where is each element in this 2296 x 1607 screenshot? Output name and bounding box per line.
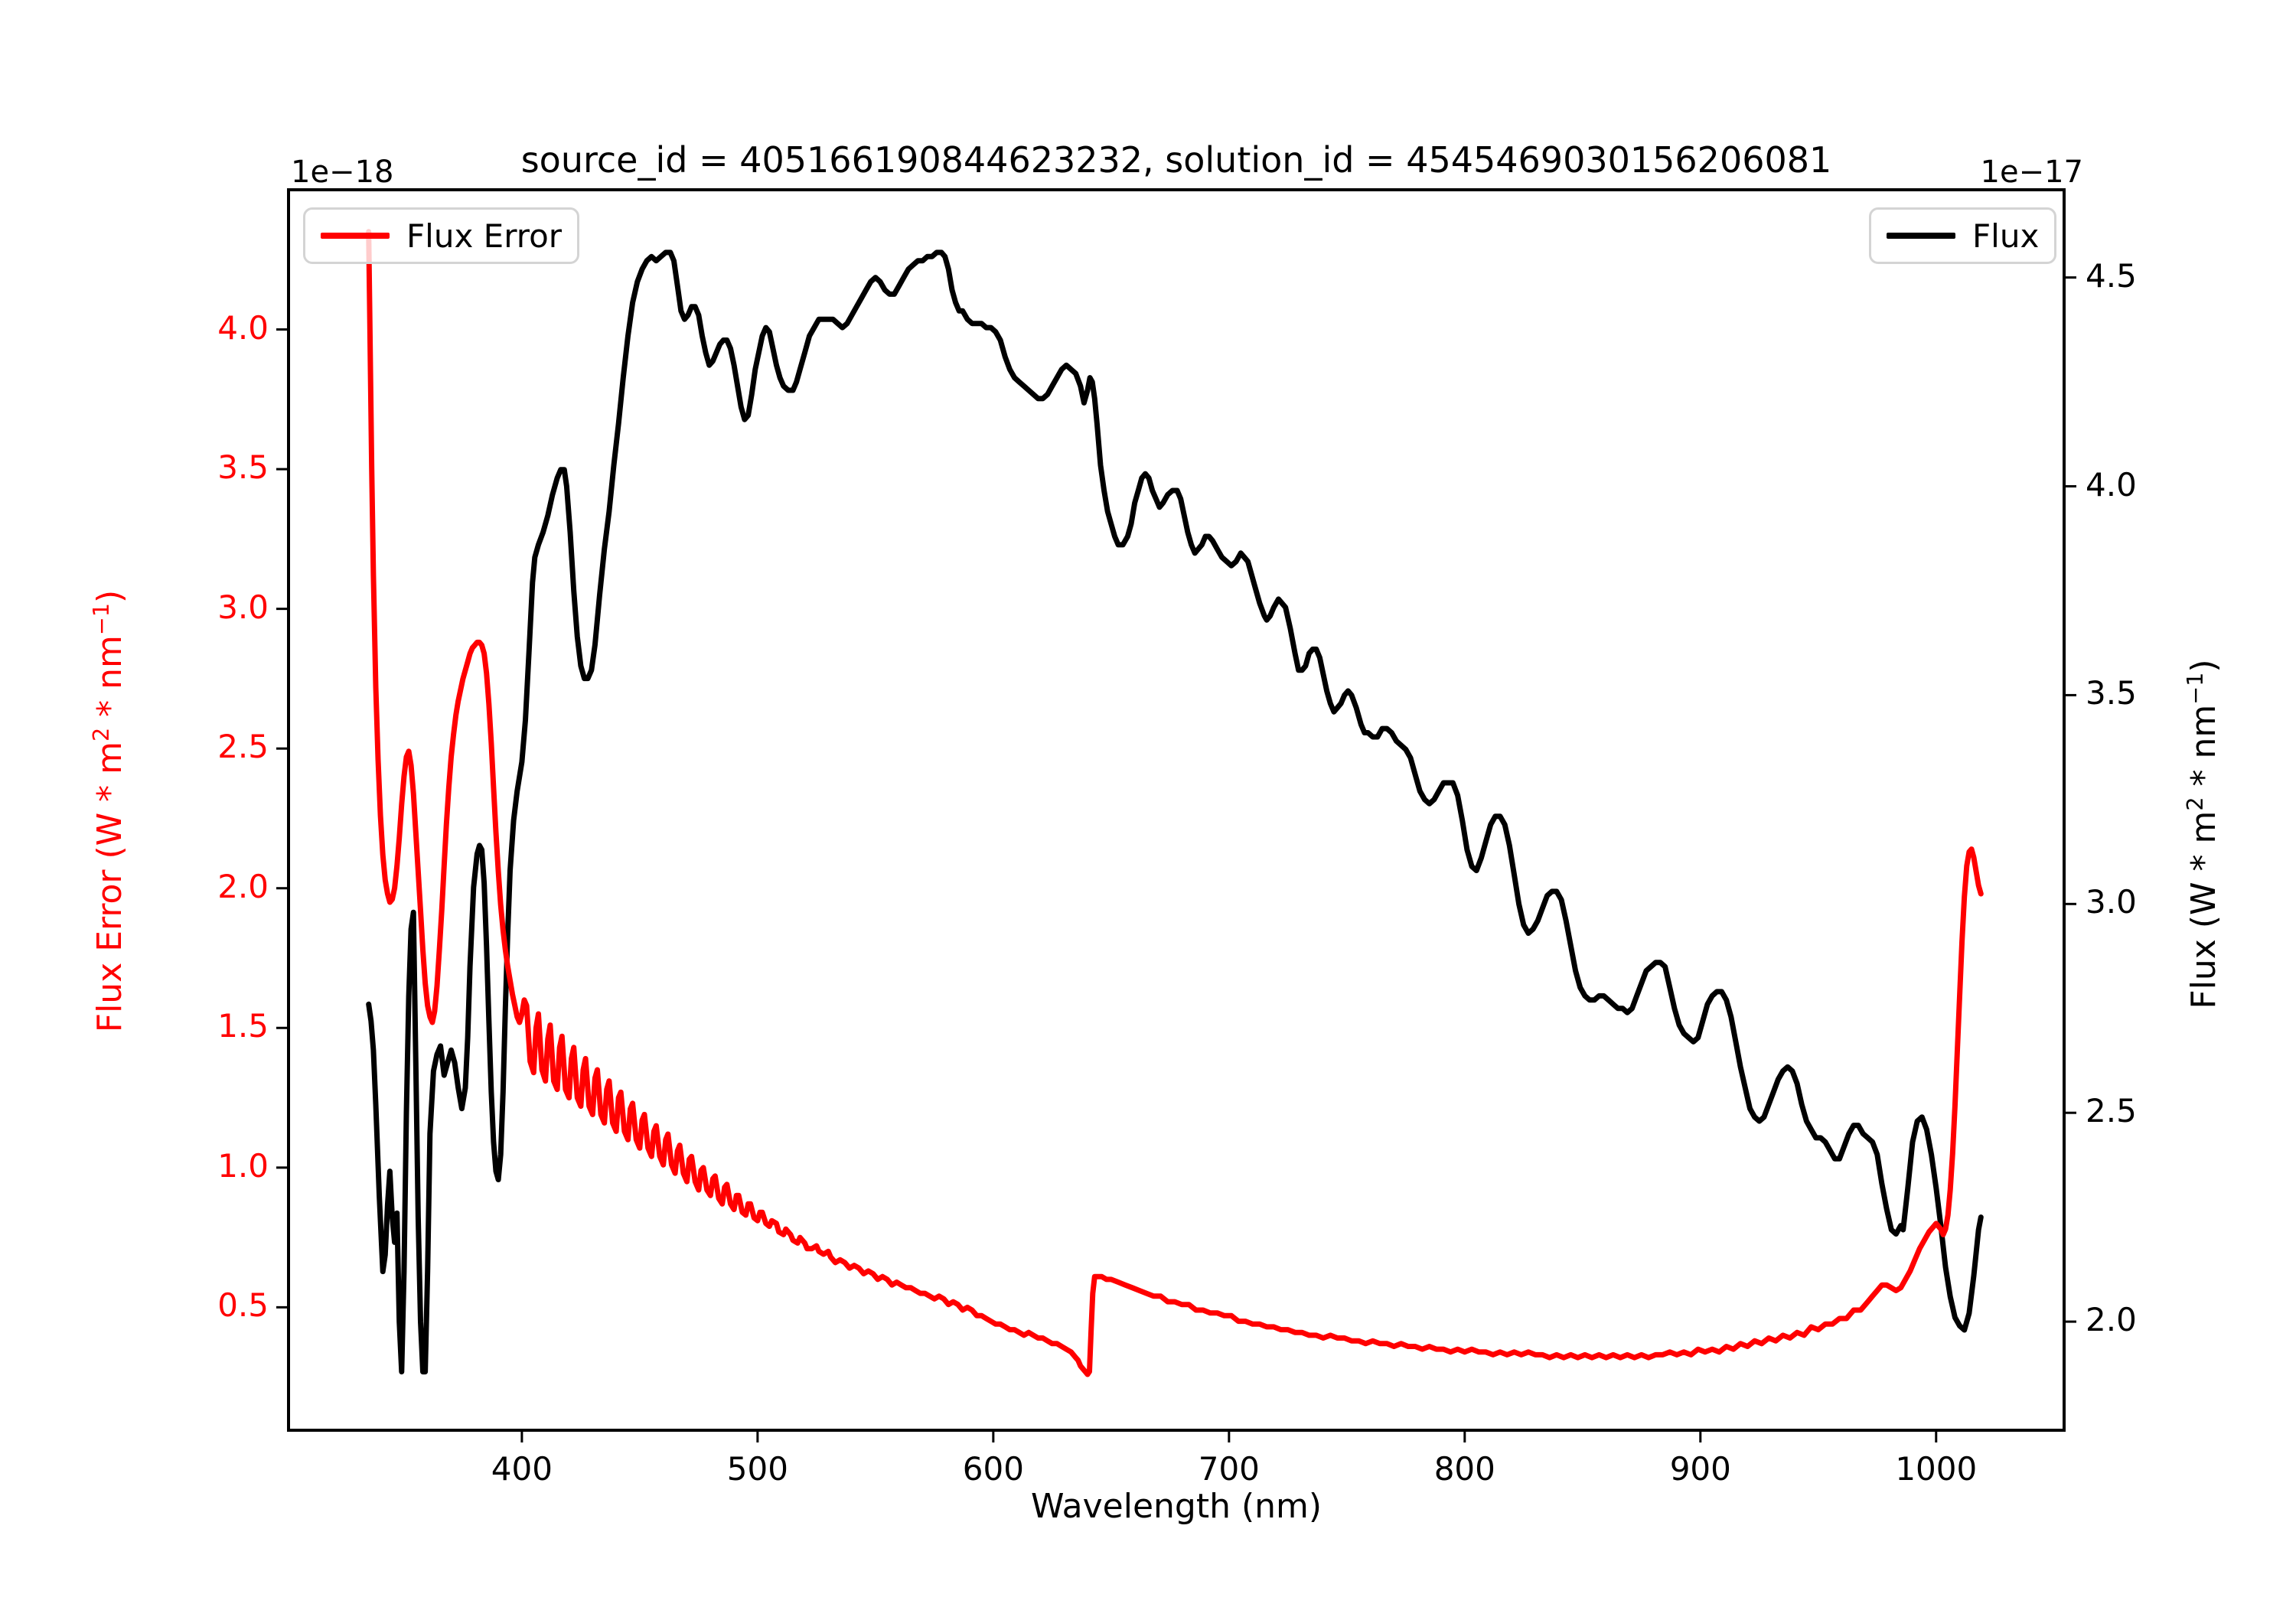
plot-spines	[287, 188, 2066, 1432]
legend-flux-error: Flux Error	[303, 207, 580, 264]
x-tick-label-600: 600	[962, 1450, 1024, 1488]
left-y-tick-label-3.0: 3.0	[217, 588, 269, 626]
right-y-axis-label-text: Flux (W * m	[2183, 810, 2223, 1009]
left-y-tick-label-2.0: 2.0	[217, 867, 269, 905]
left-y-tick-label-2.5: 2.5	[217, 728, 269, 766]
right-y-tick-label-4.0: 4.0	[2086, 465, 2137, 504]
right-y-tick-label-2.0: 2.0	[2086, 1301, 2137, 1339]
x-tick-label-700: 700	[1198, 1450, 1260, 1488]
series-flux-curve	[366, 249, 1984, 1375]
left-y-tick-label-1.0: 1.0	[217, 1146, 269, 1185]
right-y-tick-label-3.0: 3.0	[2086, 883, 2137, 921]
left-axis-offset-text: 1e−18	[291, 155, 394, 190]
flux-line-sample	[1887, 233, 1955, 239]
x-axis-label: Wavelength (nm)	[1030, 1487, 1322, 1526]
left-y-axis-label-sup: 2	[88, 727, 115, 742]
legend-flux-label: Flux	[1972, 217, 2040, 255]
left-y-axis-label-sup2: −1	[88, 602, 115, 636]
x-tick-label-1000: 1000	[1895, 1450, 1978, 1488]
left-y-axis-label-text2: * nm	[90, 635, 129, 728]
x-tick-label-800: 800	[1433, 1450, 1495, 1488]
right-y-tick-label-3.5: 3.5	[2086, 674, 2137, 712]
right-y-axis-label-text3: )	[2183, 659, 2223, 673]
right-axis-offset-text: 1e−17	[1980, 155, 2083, 190]
x-tick-label-400: 400	[491, 1450, 553, 1488]
right-y-tick-label-4.5: 4.5	[2086, 256, 2137, 295]
right-y-tick-label-2.5: 2.5	[2086, 1092, 2137, 1130]
right-y-axis-label: Flux (W * m2 * nm−1)	[2182, 659, 2223, 1009]
x-tick-label-900: 900	[1669, 1450, 1731, 1488]
left-y-axis-label-text: Flux Error (W * m	[90, 742, 129, 1033]
right-y-axis-label-text2: * nm	[2183, 704, 2223, 797]
left-y-axis-label-text3: )	[90, 589, 129, 603]
left-y-tick-label-0.5: 0.5	[217, 1286, 269, 1325]
legend-flux-error-label: Flux Error	[406, 217, 563, 255]
left-y-tick-label-1.5: 1.5	[217, 1007, 269, 1045]
left-y-axis-label: Flux Error (W * m2 * nm−1)	[88, 590, 129, 1032]
plot-title: source_id = 405166190844623232, solution…	[520, 139, 1832, 181]
right-y-axis-label-sup2: −1	[2182, 672, 2209, 705]
left-y-tick-label-4.0: 4.0	[217, 308, 269, 347]
right-y-axis-label-sup: 2	[2182, 797, 2209, 811]
left-y-tick-label-3.5: 3.5	[217, 448, 269, 487]
x-tick-label-500: 500	[726, 1450, 788, 1488]
series-flux-error-curve	[366, 229, 1984, 1377]
legend-flux: Flux	[1869, 207, 2057, 264]
flux-error-line-sample	[321, 233, 390, 239]
